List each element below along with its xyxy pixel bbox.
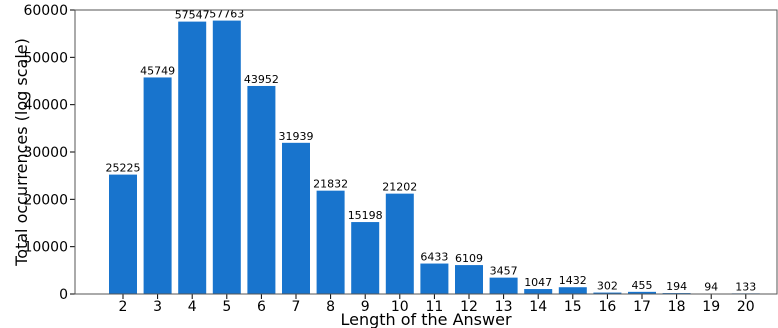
- y-tick-label-40000: 40000: [23, 98, 68, 114]
- bar-5: [212, 20, 241, 294]
- x-tick-label-9: 9: [361, 299, 370, 315]
- bar-2: [109, 174, 137, 294]
- x-axis: 2 3 4 5 6 7 8 9 10 11 12 13 14 15 16 17 18 19 20: [119, 294, 755, 315]
- bar-9: [351, 222, 380, 294]
- x-tick-label-20: 20: [737, 299, 755, 315]
- x-tick-label-10: 10: [391, 299, 409, 315]
- y-tick-label-60000: 60000: [23, 3, 68, 19]
- data-label-3: 45749: [140, 64, 175, 77]
- data-label-8: 21832: [313, 178, 348, 191]
- bar-3: [143, 77, 172, 294]
- bar-14: [524, 289, 553, 294]
- data-label-13: 3457: [490, 265, 518, 278]
- x-tick-label-12: 12: [460, 299, 478, 315]
- x-axis-title: Length of the Answer: [340, 310, 511, 328]
- x-tick-label-11: 11: [425, 299, 443, 315]
- data-label-20: 133: [735, 280, 756, 293]
- x-tick-label-19: 19: [702, 299, 720, 315]
- bar-17: [628, 291, 656, 294]
- data-label-5: 57763: [209, 8, 244, 21]
- data-label-19: 94: [704, 281, 718, 294]
- data-label-14: 1047: [524, 276, 552, 289]
- y-tick-label-20000: 20000: [23, 192, 68, 208]
- x-tick-label-2: 2: [119, 299, 128, 315]
- x-tick-label-7: 7: [292, 299, 301, 315]
- bar-16: [593, 292, 622, 294]
- x-tick-label-13: 13: [495, 299, 513, 315]
- data-label-17: 455: [632, 279, 653, 292]
- data-label-15: 1432: [559, 274, 587, 287]
- bar-15: [558, 287, 587, 294]
- y-tick-label-30000: 30000: [23, 145, 68, 161]
- x-tick-label-15: 15: [564, 299, 582, 315]
- data-label-6: 43952: [244, 73, 279, 86]
- data-label-4: 57547: [175, 9, 210, 22]
- x-tick-label-14: 14: [529, 299, 547, 315]
- x-tick-label-6: 6: [257, 299, 266, 315]
- data-label-7: 31939: [279, 130, 314, 143]
- data-label-2: 25225: [106, 162, 141, 175]
- plot-frame: [74, 9, 778, 295]
- bar-8: [316, 190, 345, 294]
- x-tick-label-4: 4: [188, 299, 197, 315]
- x-tick-label-17: 17: [633, 299, 651, 315]
- bar-10: [385, 193, 414, 294]
- data-labels-group: 25225 45749 57547 57763 43952 31939 21832 15198…: [106, 8, 757, 294]
- bar-13: [489, 277, 518, 294]
- bar-4: [178, 21, 207, 294]
- data-label-11: 6433: [420, 251, 448, 264]
- x-tick-label-5: 5: [222, 299, 231, 315]
- x-tick-label-8: 8: [326, 299, 335, 315]
- bars-group: [109, 20, 760, 294]
- x-tick-label-3: 3: [153, 299, 162, 315]
- y-tick-label-50000: 50000: [23, 50, 68, 66]
- x-tick-label-18: 18: [668, 299, 686, 315]
- bar-12: [455, 265, 483, 294]
- y-tick-label-10000: 10000: [23, 240, 68, 256]
- data-label-18: 194: [666, 280, 687, 293]
- y-tick-label-0: 0: [59, 287, 68, 303]
- bar-11: [420, 263, 449, 294]
- bar-7: [282, 142, 310, 294]
- y-axis-title: Total occurrences (log scale): [12, 38, 31, 267]
- data-label-9: 15198: [348, 209, 383, 222]
- x-tick-label-16: 16: [598, 299, 616, 315]
- data-label-12: 6109: [455, 252, 483, 265]
- data-label-10: 21202: [382, 181, 417, 194]
- data-label-16: 302: [597, 280, 618, 293]
- bar-6: [247, 85, 276, 294]
- y-axis: 0 10000 20000 30000 40000 50000 60000: [23, 3, 75, 303]
